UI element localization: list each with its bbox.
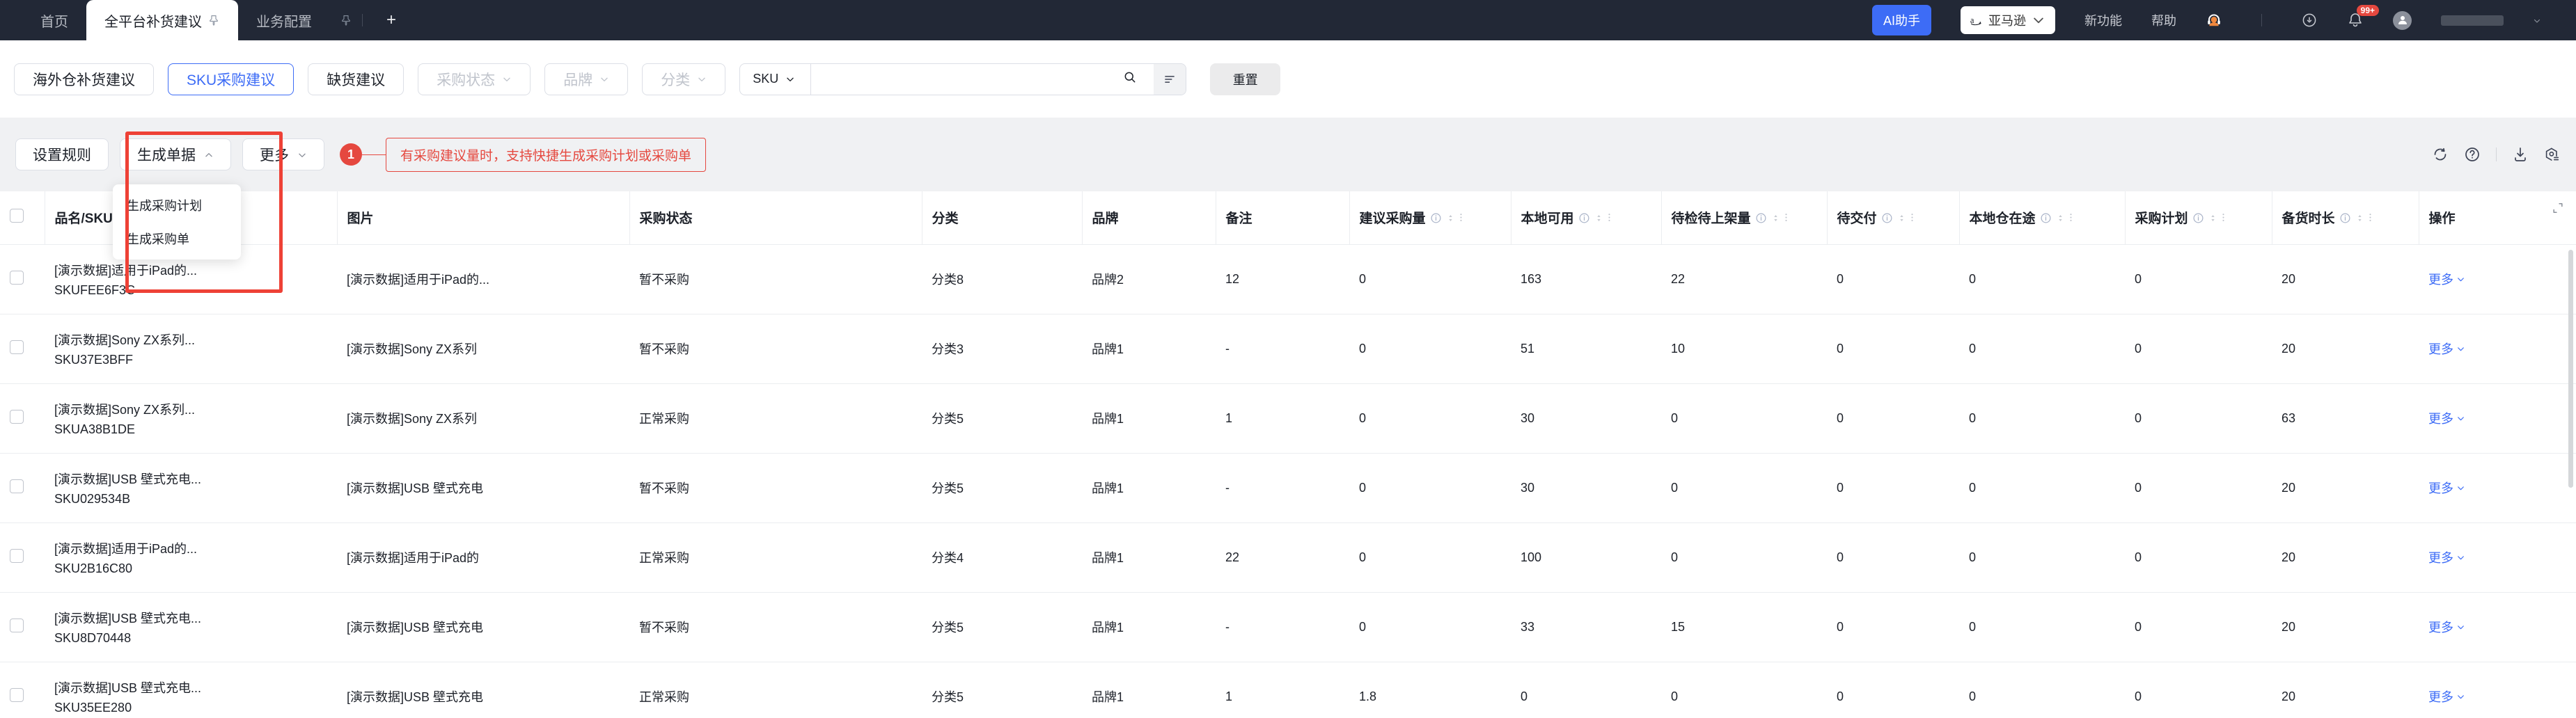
svg-text:a: a	[1970, 15, 1974, 25]
